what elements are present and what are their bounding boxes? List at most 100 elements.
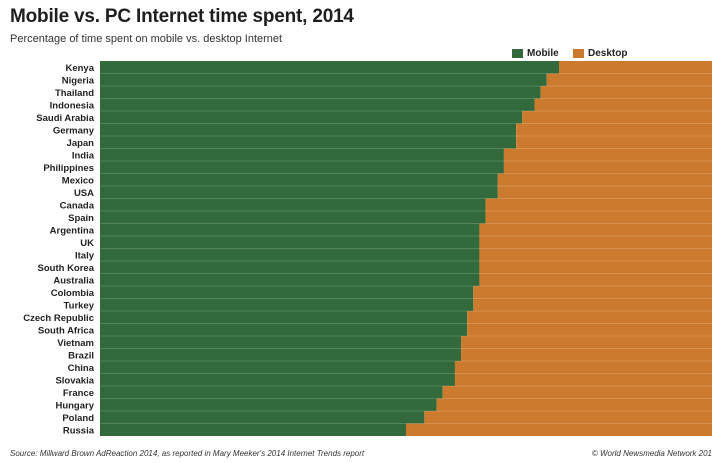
bar-desktop-nigeria	[546, 73, 712, 86]
bar-mobile-slovakia	[100, 373, 455, 386]
category-label-india: India	[72, 150, 95, 161]
bar-desktop-canada	[485, 198, 712, 211]
bar-mobile-colombia	[100, 286, 474, 299]
bar-mobile-poland	[100, 411, 425, 424]
legend-swatch-desktop	[573, 49, 584, 58]
bar-mobile-india	[100, 148, 504, 161]
bar-desktop-mexico	[497, 173, 712, 186]
category-label-indonesia: Indonesia	[50, 100, 95, 111]
bar-desktop-spain	[485, 211, 712, 224]
legend-label-desktop: Desktop	[588, 48, 628, 59]
category-label-poland: Poland	[62, 413, 94, 424]
category-label-nigeria: Nigeria	[62, 75, 95, 86]
bar-desktop-indonesia	[534, 98, 712, 111]
category-label-france: France	[63, 388, 94, 399]
category-label-saudi-arabia: Saudi Arabia	[36, 113, 94, 124]
bar-mobile-russia	[100, 423, 406, 436]
bar-mobile-uk	[100, 236, 480, 249]
bar-mobile-france	[100, 386, 443, 399]
bar-mobile-usa	[100, 186, 498, 199]
bar-mobile-brazil	[100, 348, 462, 361]
bar-mobile-saudi-arabia	[100, 111, 523, 124]
category-label-thailand: Thailand	[55, 88, 94, 99]
bar-mobile-czech-republic	[100, 311, 468, 324]
category-label-hungary: Hungary	[55, 400, 94, 411]
bar-mobile-philippines	[100, 161, 504, 174]
category-label-argentina: Argentina	[50, 225, 95, 236]
bar-desktop-italy	[479, 248, 712, 261]
source-note: Source: Millward Brown AdReaction 2014, …	[10, 449, 365, 458]
category-label-south-korea: South Korea	[38, 263, 95, 274]
bar-mobile-vietnam	[100, 336, 462, 349]
copyright-credit: © World Newsmedia Network 201	[591, 449, 712, 458]
bar-mobile-argentina	[100, 223, 480, 236]
category-label-japan: Japan	[67, 138, 95, 149]
category-label-slovakia: Slovakia	[55, 375, 94, 386]
category-label-china: China	[68, 363, 95, 374]
category-label-australia: Australia	[53, 275, 94, 286]
bar-desktop-colombia	[473, 286, 712, 299]
legend-swatch-mobile	[512, 49, 523, 58]
bar-mobile-japan	[100, 136, 517, 149]
category-label-uk: UK	[80, 238, 94, 249]
bar-mobile-australia	[100, 273, 480, 286]
category-label-south-africa: South Africa	[38, 325, 95, 336]
category-label-czech-republic: Czech Republic	[23, 313, 94, 324]
bar-desktop-usa	[497, 186, 712, 199]
category-label-kenya: Kenya	[65, 63, 94, 74]
bar-desktop-india	[503, 148, 712, 161]
category-label-turkey: Turkey	[64, 300, 95, 311]
bar-desktop-russia	[406, 423, 712, 436]
bar-mobile-italy	[100, 248, 480, 261]
bar-desktop-argentina	[479, 223, 712, 236]
bar-mobile-mexico	[100, 173, 498, 186]
category-label-vietnam: Vietnam	[57, 338, 94, 349]
bar-mobile-turkey	[100, 298, 474, 311]
bar-desktop-thailand	[540, 86, 712, 99]
category-label-colombia: Colombia	[51, 288, 95, 299]
bar-mobile-hungary	[100, 398, 437, 411]
bar-desktop-japan	[516, 136, 712, 149]
category-label-russia: Russia	[63, 425, 95, 436]
legend-label-mobile: Mobile	[527, 48, 559, 59]
bar-desktop-vietnam	[461, 336, 712, 349]
bar-mobile-germany	[100, 123, 517, 136]
bar-desktop-poland	[424, 411, 712, 424]
category-label-philippines: Philippines	[43, 163, 94, 174]
chart-subtitle: Percentage of time spent on mobile vs. d…	[10, 33, 283, 45]
chart-title: Mobile vs. PC Internet time spent, 2014	[10, 6, 354, 27]
bar-desktop-czech-republic	[467, 311, 712, 324]
bar-desktop-hungary	[436, 398, 712, 411]
bar-mobile-china	[100, 361, 455, 374]
category-label-germany: Germany	[53, 125, 95, 136]
bar-desktop-uk	[479, 236, 712, 249]
bar-desktop-germany	[516, 123, 712, 136]
bar-desktop-south-africa	[467, 323, 712, 336]
category-label-spain: Spain	[68, 213, 94, 224]
bar-mobile-nigeria	[100, 73, 547, 86]
bar-desktop-saudi-arabia	[522, 111, 712, 124]
category-label-brazil: Brazil	[68, 350, 94, 361]
category-label-italy: Italy	[75, 250, 95, 261]
category-label-canada: Canada	[60, 200, 95, 211]
legend-item-desktop: Desktop	[573, 48, 627, 59]
legend-item-mobile: Mobile	[512, 48, 559, 59]
bar-desktop-france	[442, 386, 712, 399]
bar-desktop-turkey	[473, 298, 712, 311]
bar-mobile-kenya	[100, 61, 559, 74]
bar-desktop-philippines	[503, 161, 712, 174]
bar-mobile-thailand	[100, 86, 541, 99]
bar-desktop-australia	[479, 273, 712, 286]
category-label-mexico: Mexico	[62, 175, 94, 186]
bar-desktop-slovakia	[454, 373, 712, 386]
bar-desktop-brazil	[461, 348, 712, 361]
bar-mobile-south-africa	[100, 323, 468, 336]
bar-mobile-canada	[100, 198, 486, 211]
bar-mobile-south-korea	[100, 261, 480, 274]
bar-mobile-spain	[100, 211, 486, 224]
category-label-usa: USA	[74, 188, 94, 199]
bar-desktop-south-korea	[479, 261, 712, 274]
bar-mobile-indonesia	[100, 98, 535, 111]
bar-desktop-kenya	[559, 61, 712, 74]
